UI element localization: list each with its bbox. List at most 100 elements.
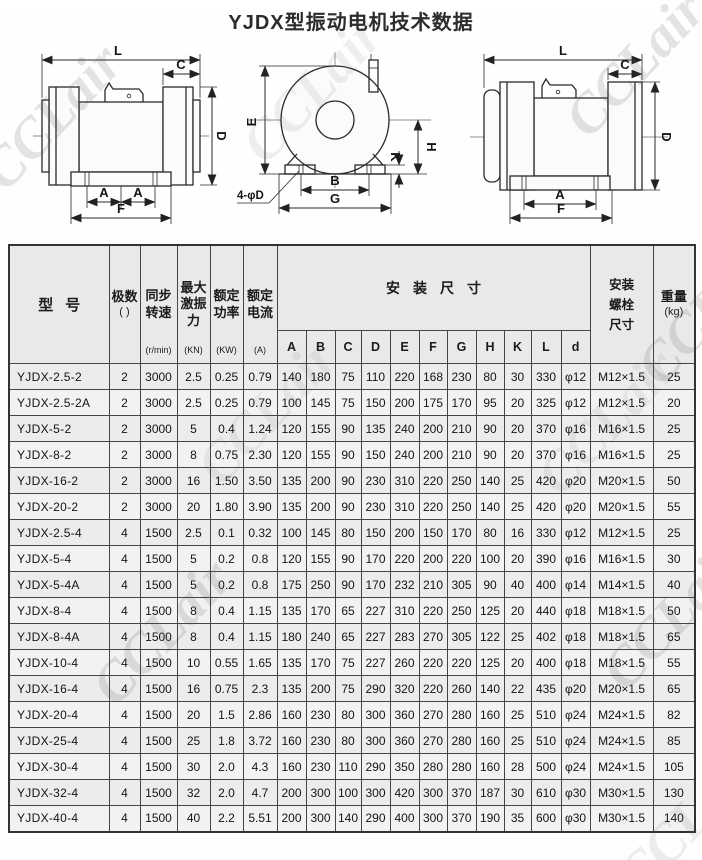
cell-value: 210: [446, 415, 477, 442]
cell-value: 2.5: [176, 519, 211, 546]
cell-value: φ14: [560, 571, 591, 598]
col-header-dim-A: A: [276, 329, 307, 365]
col-header-dim-E: E: [389, 329, 420, 365]
cell-value: φ20: [560, 493, 591, 520]
cell-value: 75: [334, 649, 362, 676]
cell-value: 0.4: [209, 415, 244, 442]
cell-value: 4: [108, 623, 141, 650]
cell-value: 16: [503, 519, 532, 546]
cell-value: 230: [305, 701, 336, 728]
cell-value: 120: [276, 441, 307, 468]
cell-value: 5: [176, 415, 211, 442]
cell-value: φ20: [560, 675, 591, 702]
cell-model: YJDX-8-4A: [8, 623, 110, 650]
cell-value: 200: [305, 493, 336, 520]
cell-value: 270: [418, 727, 448, 754]
cell-value: 90: [334, 545, 362, 572]
cell-value: 500: [530, 753, 562, 780]
cell-value: 25: [503, 727, 532, 754]
cell-value: 85: [652, 727, 696, 754]
cell-value: 150: [360, 441, 391, 468]
cell-value: 0.79: [242, 389, 278, 416]
cell-value: 170: [305, 597, 336, 624]
cell-value: 290: [360, 753, 391, 780]
col-header-dim-D: D: [360, 329, 391, 365]
cell-value: 170: [446, 519, 477, 546]
cell-value: 240: [389, 441, 420, 468]
cell-value: M12×1.5: [589, 363, 654, 390]
cell-value: 1.15: [242, 623, 278, 650]
cell-value: 50: [652, 467, 696, 494]
cell-value: 65: [652, 623, 696, 650]
cell-value: 80: [334, 519, 362, 546]
cell-value: M12×1.5: [589, 519, 654, 546]
cell-value: 270: [418, 701, 448, 728]
cell-value: 140: [475, 493, 505, 520]
col-header-dim-G: G: [446, 329, 477, 365]
cell-model: YJDX-2.5-2A: [8, 389, 110, 416]
cell-value: 25: [652, 415, 696, 442]
cell-value: 140: [475, 467, 505, 494]
cell-value: 40: [176, 805, 211, 832]
dim-label-bolt-holes: 4-φD: [237, 190, 264, 202]
cell-value: M12×1.5: [589, 389, 654, 416]
table-row: YJDX-16-4 4 1500 16 0.75 2.3 135 200 75 290 320 220…: [8, 675, 696, 702]
cell-value: φ20: [560, 467, 591, 494]
cell-value: 25: [652, 363, 696, 390]
col-header-weight: 重量 (kg): [652, 244, 696, 364]
cell-value: 200: [418, 545, 448, 572]
cell-value: 22: [503, 675, 532, 702]
cell-value: 140: [334, 805, 362, 832]
cell-value: 220: [418, 649, 448, 676]
drawing-side-view-right: L C D A F: [469, 43, 674, 224]
cell-value: 150: [418, 519, 448, 546]
cell-value: 20: [176, 493, 211, 520]
cell-value: φ18: [560, 597, 591, 624]
cell-value: 120: [276, 545, 307, 572]
cell-value: 140: [475, 675, 505, 702]
table-row: YJDX-10-4 4 1500 10 0.55 1.65 135 170 75 227 260 22…: [8, 649, 696, 676]
cell-value: 8: [176, 597, 211, 624]
cell-value: M18×1.5: [589, 649, 654, 676]
cell-value: 200: [389, 389, 420, 416]
table-row: YJDX-2.5-2 2 3000 2.5 0.25 0.79 140 180 75 110 220…: [8, 363, 696, 390]
cell-model: YJDX-20-2: [8, 493, 110, 520]
cell-value: 135: [360, 415, 391, 442]
dim-label-H: H: [424, 142, 439, 151]
cell-value: 0.32: [242, 519, 278, 546]
cell-value: M24×1.5: [589, 753, 654, 780]
cell-value: 210: [446, 441, 477, 468]
cell-value: 390: [530, 545, 562, 572]
cell-value: 160: [475, 727, 505, 754]
table-row: YJDX-16-2 2 3000 16 1.50 3.50 135 200 90 230 310 22…: [8, 467, 696, 494]
cell-value: 227: [360, 597, 391, 624]
dim-label-D: D: [659, 132, 674, 141]
cell-value: M18×1.5: [589, 623, 654, 650]
cell-value: 135: [276, 493, 307, 520]
cell-value: M24×1.5: [589, 727, 654, 754]
cell-value: 220: [389, 363, 420, 390]
cell-value: 170: [360, 571, 391, 598]
cell-value: 2.0: [209, 753, 244, 780]
table-row: YJDX-5-4A 4 1500 5 0.2 0.8 175 250 90 170 232 210 30…: [8, 571, 696, 598]
table-row: YJDX-20-4 4 1500 20 1.5 2.86 160 230 80 300 360 270…: [8, 701, 696, 728]
cell-model: YJDX-5-4: [8, 545, 110, 572]
col-header-dim-K: K: [503, 329, 532, 365]
cell-value: 80: [334, 701, 362, 728]
cell-value: 40: [652, 571, 696, 598]
cell-value: 4: [108, 779, 141, 806]
dim-label-F: F: [117, 201, 125, 216]
cell-value: 310: [389, 597, 420, 624]
col-header-speed: 同步转速 (r/min): [139, 244, 178, 364]
cell-value: 220: [418, 675, 448, 702]
cell-value: 25: [503, 623, 532, 650]
col-header-model: 型号: [8, 244, 110, 364]
dim-label-A: A: [555, 187, 565, 202]
cell-value: 155: [305, 441, 336, 468]
cell-value: 20: [503, 415, 532, 442]
table-row: YJDX-5-2 2 3000 5 0.4 1.24 120 155 90 135 240 200 21…: [8, 415, 696, 442]
cell-value: 5: [176, 571, 211, 598]
cell-value: 2: [108, 363, 141, 390]
cell-value: 4: [108, 545, 141, 572]
spec-table: 型号 极数( ) 同步转速 (r/min) 最大激振力 (KN) 额定功率 (KW) …: [8, 244, 697, 833]
